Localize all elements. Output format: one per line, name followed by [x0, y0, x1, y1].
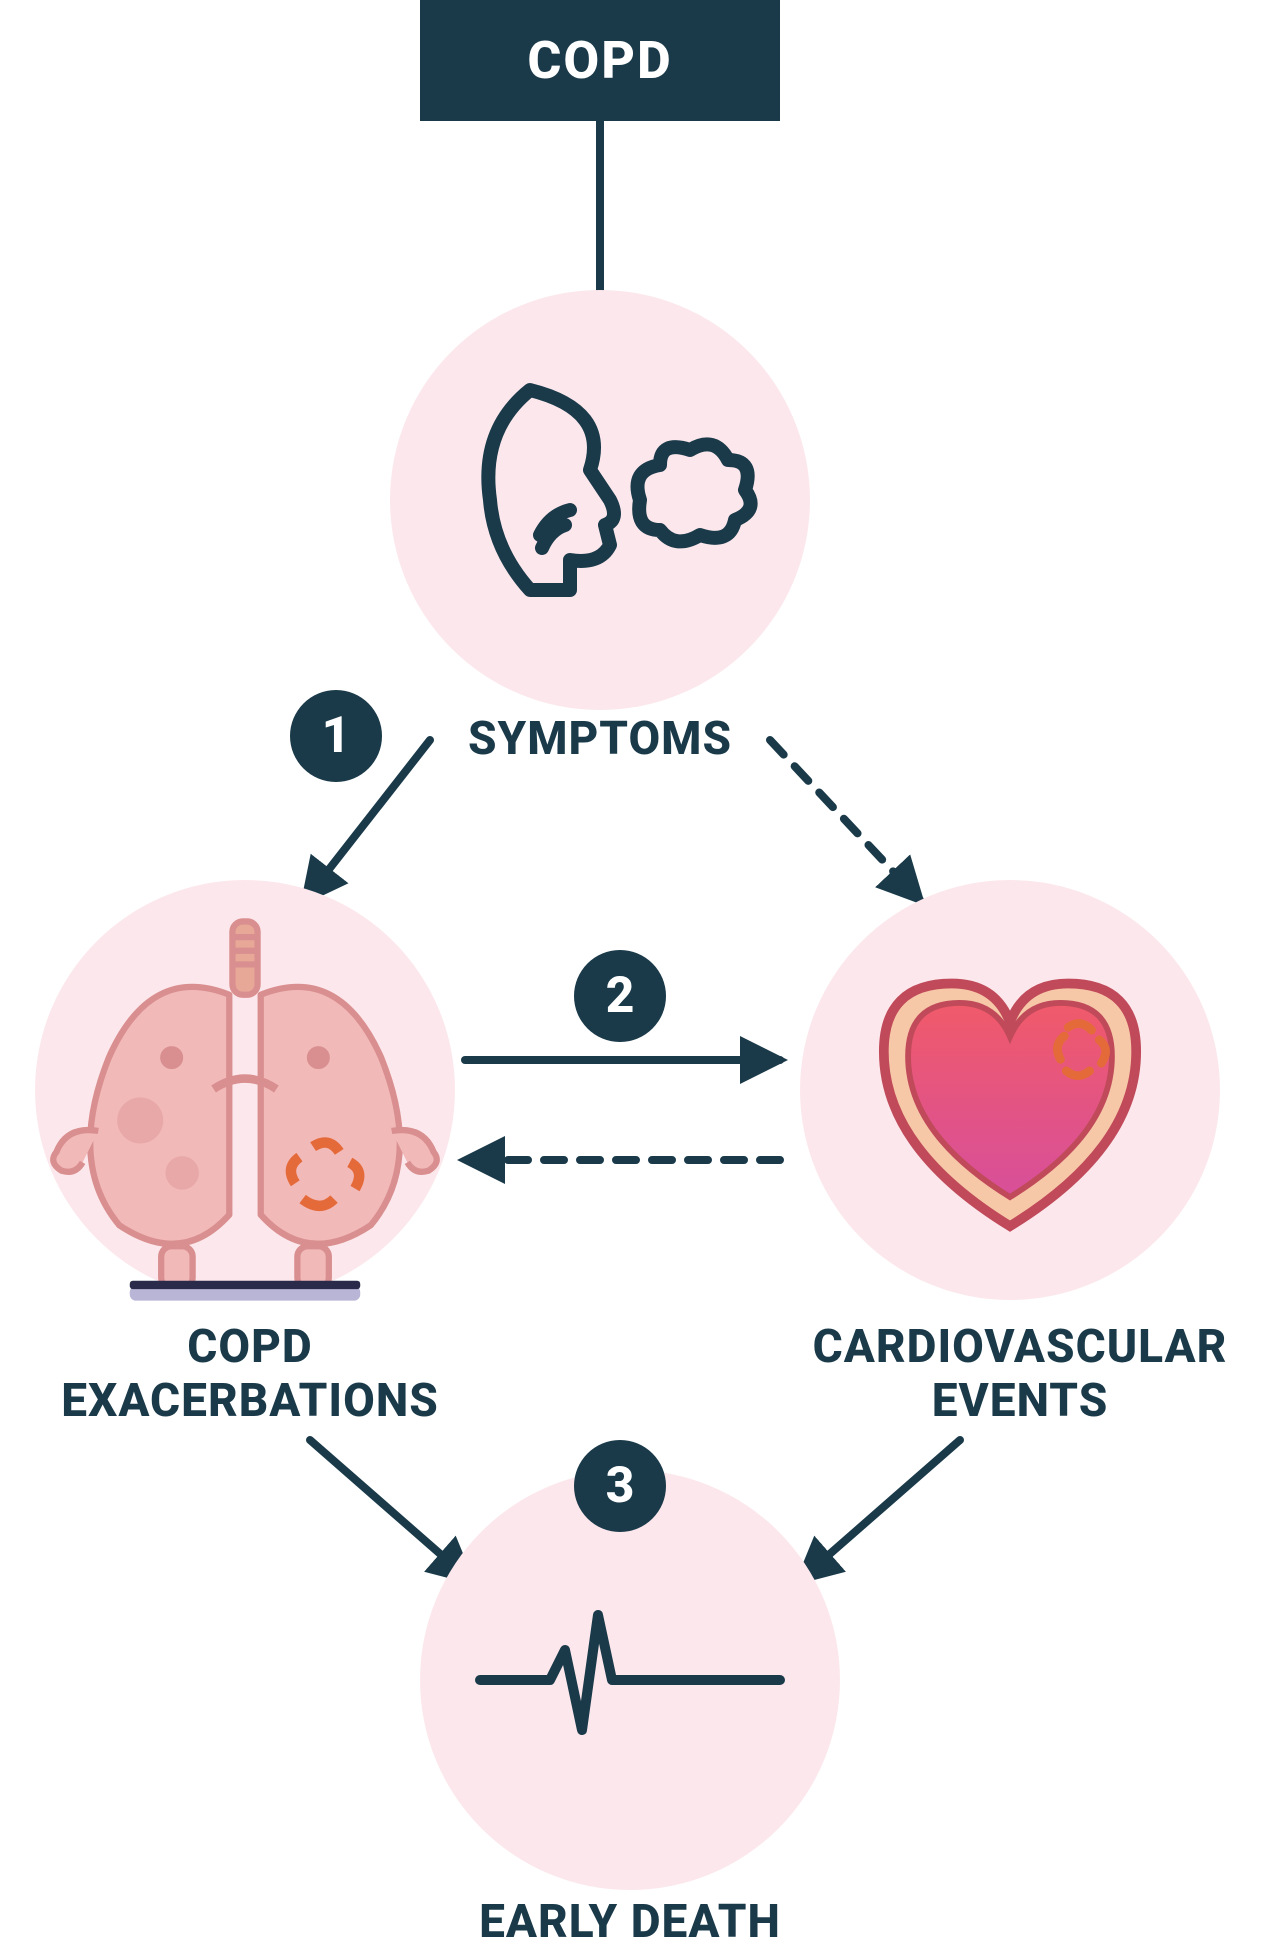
label-exacerbations: COPD EXACERBATIONS: [20, 1320, 480, 1428]
label-cardio: CARDIOVASCULAR EVENTS: [780, 1320, 1260, 1428]
badge-1-num: 1: [322, 707, 351, 765]
edge-cardio-death: [800, 1440, 960, 1580]
badge-1: 1: [290, 690, 382, 782]
badge-3-num: 3: [606, 1457, 635, 1515]
badge-2: 2: [574, 950, 666, 1042]
badge-3: 3: [574, 1440, 666, 1532]
edge-exacerbations-death: [310, 1440, 470, 1580]
ecg-icon: [470, 1580, 790, 1780]
edge-symptoms-cardio: [770, 740, 920, 900]
label-symptoms: SYMPTOMS: [455, 712, 745, 766]
heart-icon: [845, 935, 1175, 1265]
cough-icon: [460, 350, 760, 650]
lungs-icon: [25, 890, 465, 1330]
badge-2-num: 2: [606, 967, 635, 1025]
diagram-root: COPD: [0, 0, 1271, 1941]
